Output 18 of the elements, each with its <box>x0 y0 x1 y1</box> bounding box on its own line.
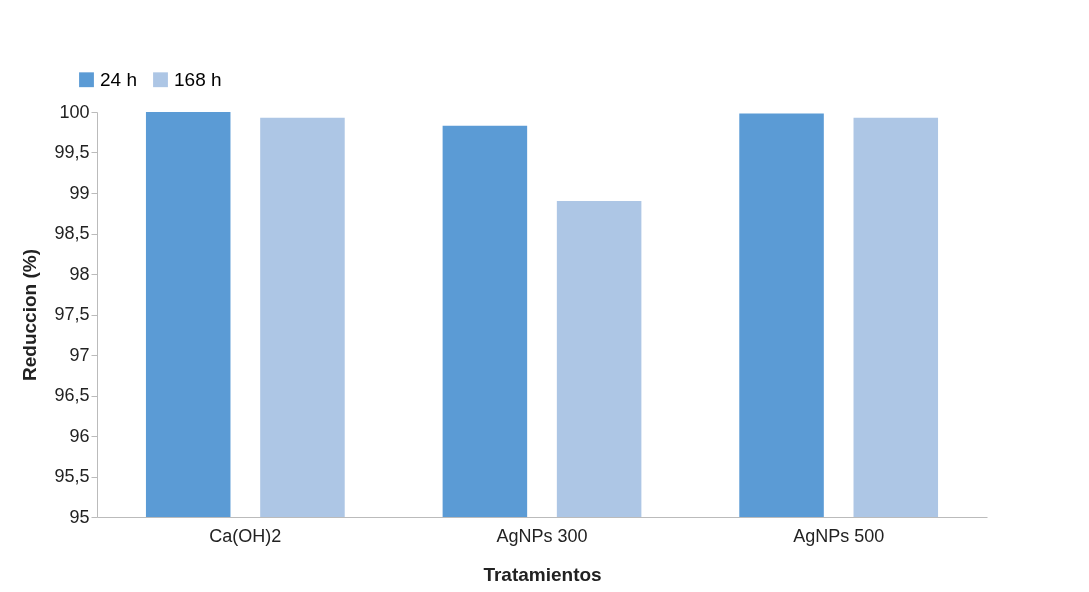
x-tick-label: AgNPs 300 <box>496 525 588 546</box>
y-tick-label: 96,5 <box>54 385 90 405</box>
y-axis-title: Reduccion (%) <box>19 249 41 381</box>
y-tick-label: 98,5 <box>54 223 90 243</box>
legend-label: 24 h <box>100 68 137 90</box>
y-tick-label: 95,5 <box>54 466 90 486</box>
x-tick-label: AgNPs 500 <box>793 525 885 546</box>
x-axis-title: Tratamientos <box>483 563 602 585</box>
legend-label: 168 h <box>174 68 222 90</box>
y-tick-label: 99 <box>69 182 90 203</box>
y-tick-label: 96 <box>69 425 90 446</box>
y-tick-label: 98 <box>69 263 90 284</box>
y-tick-label: 100 <box>59 101 90 122</box>
y-tick-label: 99,5 <box>54 142 90 162</box>
x-tick-label: Ca(OH)2 <box>209 525 282 546</box>
y-tick-label: 95 <box>69 506 90 527</box>
y-tick-label: 97 <box>69 344 90 365</box>
y-tick-label: 97,5 <box>54 304 90 324</box>
